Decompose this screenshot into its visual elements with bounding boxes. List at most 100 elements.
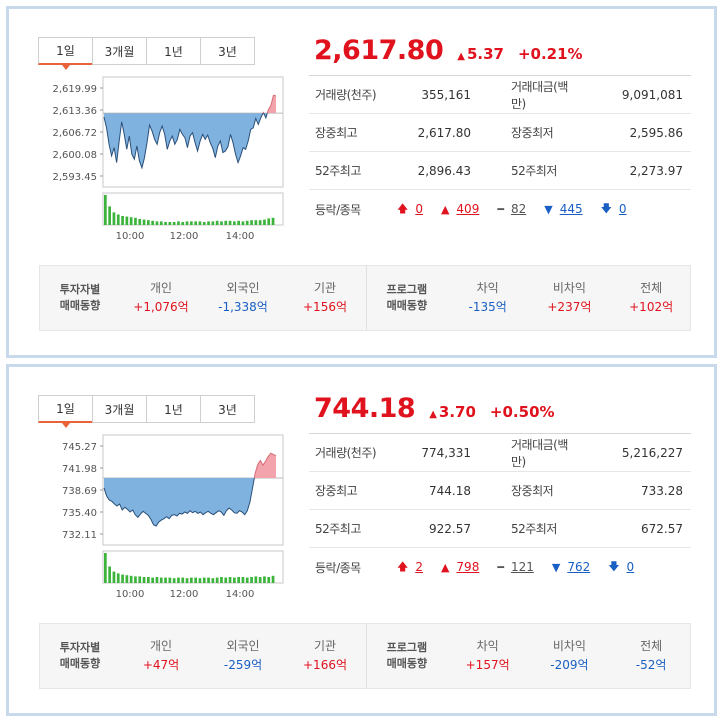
y-tick-label: 2,613.36 (52, 106, 97, 117)
y-tick-label: 732.11 (62, 530, 97, 541)
volume-bar (228, 577, 232, 583)
volume-bar (220, 221, 223, 225)
price-change-pct: +0.50% (489, 403, 555, 421)
breadth-row: 등락/종목 🡅 2 ▲ 798 ━ 121 ▼ 762 🡇 0 (309, 548, 691, 586)
breadth-falling[interactable]: ▼ 445 (544, 202, 583, 216)
volume-bar (241, 577, 245, 583)
investor-individual: 개인 +47억 (142, 639, 180, 672)
volume-bar (168, 222, 172, 225)
volume-bar (185, 578, 189, 583)
volume-bar (224, 220, 228, 225)
trading-trends: 투자자별 매매동향 개인 +47억 외국인 -259억 기관 +166억 프로그램 매매동… (39, 623, 691, 689)
stat-label: 52주최고 (315, 522, 361, 536)
breadth-rising[interactable]: ▲ 798 (440, 560, 480, 574)
stat-value: 672.57 (641, 521, 683, 536)
volume-bar (233, 577, 236, 583)
stat-value: 355,161 (421, 87, 471, 102)
volume-bar (254, 220, 258, 225)
tab-3year[interactable]: 3년 (200, 395, 255, 423)
tab-3year[interactable]: 3년 (200, 37, 255, 65)
volume-bar (116, 214, 120, 225)
x-tick-label: 10:00 (116, 589, 145, 600)
period-tabs: 1일 3개월 1년 3년 (38, 395, 255, 428)
tab-3month[interactable]: 3개월 (92, 395, 147, 423)
volume-bar (147, 220, 150, 225)
volume-bar (263, 576, 266, 583)
y-tick-label: 2,600.08 (52, 150, 97, 161)
y-tick-label: 738.69 (62, 486, 97, 497)
kosdaq-panel: 1일 3개월 1년 3년 745.27 741.98 738.69 735.40 732… (6, 364, 717, 716)
price-change: ▲ 5.37 (457, 45, 504, 63)
volume-bar (258, 220, 262, 225)
breadth-lower-limit[interactable]: 🡇 0 (601, 200, 627, 219)
volume-bar (207, 221, 210, 225)
investor-trends-label: 투자자별 매매동향 (59, 283, 101, 312)
breadth-rising[interactable]: ▲ 409 (440, 202, 480, 216)
arrow-up-icon: 🡅 (397, 201, 409, 215)
investor-institution: 기관 +156억 (303, 281, 347, 314)
stats-row: 52주최고 2,896.43 52주최저 2,273.97 (309, 152, 691, 190)
volume-bar (211, 578, 215, 583)
tab-1year[interactable]: 1년 (146, 37, 201, 65)
breadth-flat[interactable]: ━ 82 (497, 202, 527, 216)
arrow-down-icon: 🡇 (600, 201, 612, 215)
volume-bar (228, 220, 232, 225)
volume-bar (108, 566, 111, 583)
breadth-lower-limit[interactable]: 🡇 0 (608, 558, 634, 577)
volume-bar (159, 221, 163, 225)
current-price: 744.18 (314, 393, 416, 424)
volume-bar (177, 221, 180, 225)
investor-individual: 개인 +1,076억 (133, 281, 189, 314)
volume-bar (108, 206, 111, 225)
volume-bar (267, 577, 271, 583)
stat-label: 거래대금(백만) (511, 437, 568, 469)
program-non-arbitrage: 비차익 +237억 (547, 281, 592, 314)
trading-trends: 투자자별 매매동향 개인 +1,076억 외국인 -1,338억 기관 +156억 프로… (39, 265, 691, 331)
stat-label: 52주최고 (315, 164, 361, 178)
program-trends-label: 프로그램 매매동향 (386, 283, 428, 312)
volume-bar (271, 575, 275, 583)
volume-bar (185, 221, 189, 225)
x-tick-label: 12:00 (170, 231, 199, 242)
volume-frame (102, 550, 284, 584)
tab-1day[interactable]: 1일 (38, 37, 93, 70)
volume-bar (142, 577, 146, 583)
volume-bar (211, 221, 215, 225)
program-trends: 프로그램 매매동향 차익 -135억 비차익 +237억 전체 +102억 (366, 266, 692, 330)
intraday-chart: 745.27 741.98 738.69 735.40 732.11 10:00 12:00… (35, 433, 285, 603)
volume-bar (250, 577, 253, 583)
arrow-up-icon: 🡅 (397, 559, 409, 573)
breadth-falling[interactable]: ▼ 762 (551, 560, 591, 574)
period-tabs: 1일 3개월 1년 3년 (38, 37, 255, 70)
program-arbitrage: 차익 +157억 (465, 639, 510, 672)
down-triangle-icon: ▼ (551, 560, 561, 574)
y-tick-label: 735.40 (62, 508, 97, 519)
intraday-chart: 2,619.99 2,613.36 2,606.72 2,600.08 2,593.45… (35, 75, 285, 245)
x-tick-label: 12:00 (170, 589, 199, 600)
x-tick-label: 10:00 (116, 231, 145, 242)
x-tick-label: 14:00 (226, 231, 255, 242)
stat-label: 52주최저 (511, 522, 557, 536)
tab-1year[interactable]: 1년 (146, 395, 201, 423)
stat-value: 922.57 (429, 521, 471, 536)
stat-label: 52주최저 (511, 164, 557, 178)
volume-bar (224, 577, 228, 583)
volume-bar (104, 553, 107, 583)
stat-value: 2,273.97 (629, 163, 683, 178)
volume-bar (194, 221, 197, 225)
volume-bar (159, 577, 163, 583)
area-below-baseline (104, 478, 255, 527)
volume-bar (237, 577, 240, 583)
up-triangle-icon: ▲ (440, 202, 450, 216)
breadth-flat[interactable]: ━ 121 (497, 560, 534, 574)
breadth-row: 등락/종목 🡅 0 ▲ 409 ━ 82 ▼ 445 🡇 0 (309, 190, 691, 228)
tab-3month[interactable]: 3개월 (92, 37, 147, 65)
volume-bar (250, 220, 253, 225)
tab-1day[interactable]: 1일 (38, 395, 93, 428)
stat-value: 733.28 (641, 483, 683, 498)
volume-bar (125, 575, 129, 583)
stat-label: 거래량(천주) (315, 88, 377, 102)
breadth-upper-limit[interactable]: 🡅 2 (397, 558, 423, 577)
breadth-upper-limit[interactable]: 🡅 0 (397, 200, 423, 219)
down-triangle-icon: ▼ (544, 202, 553, 216)
